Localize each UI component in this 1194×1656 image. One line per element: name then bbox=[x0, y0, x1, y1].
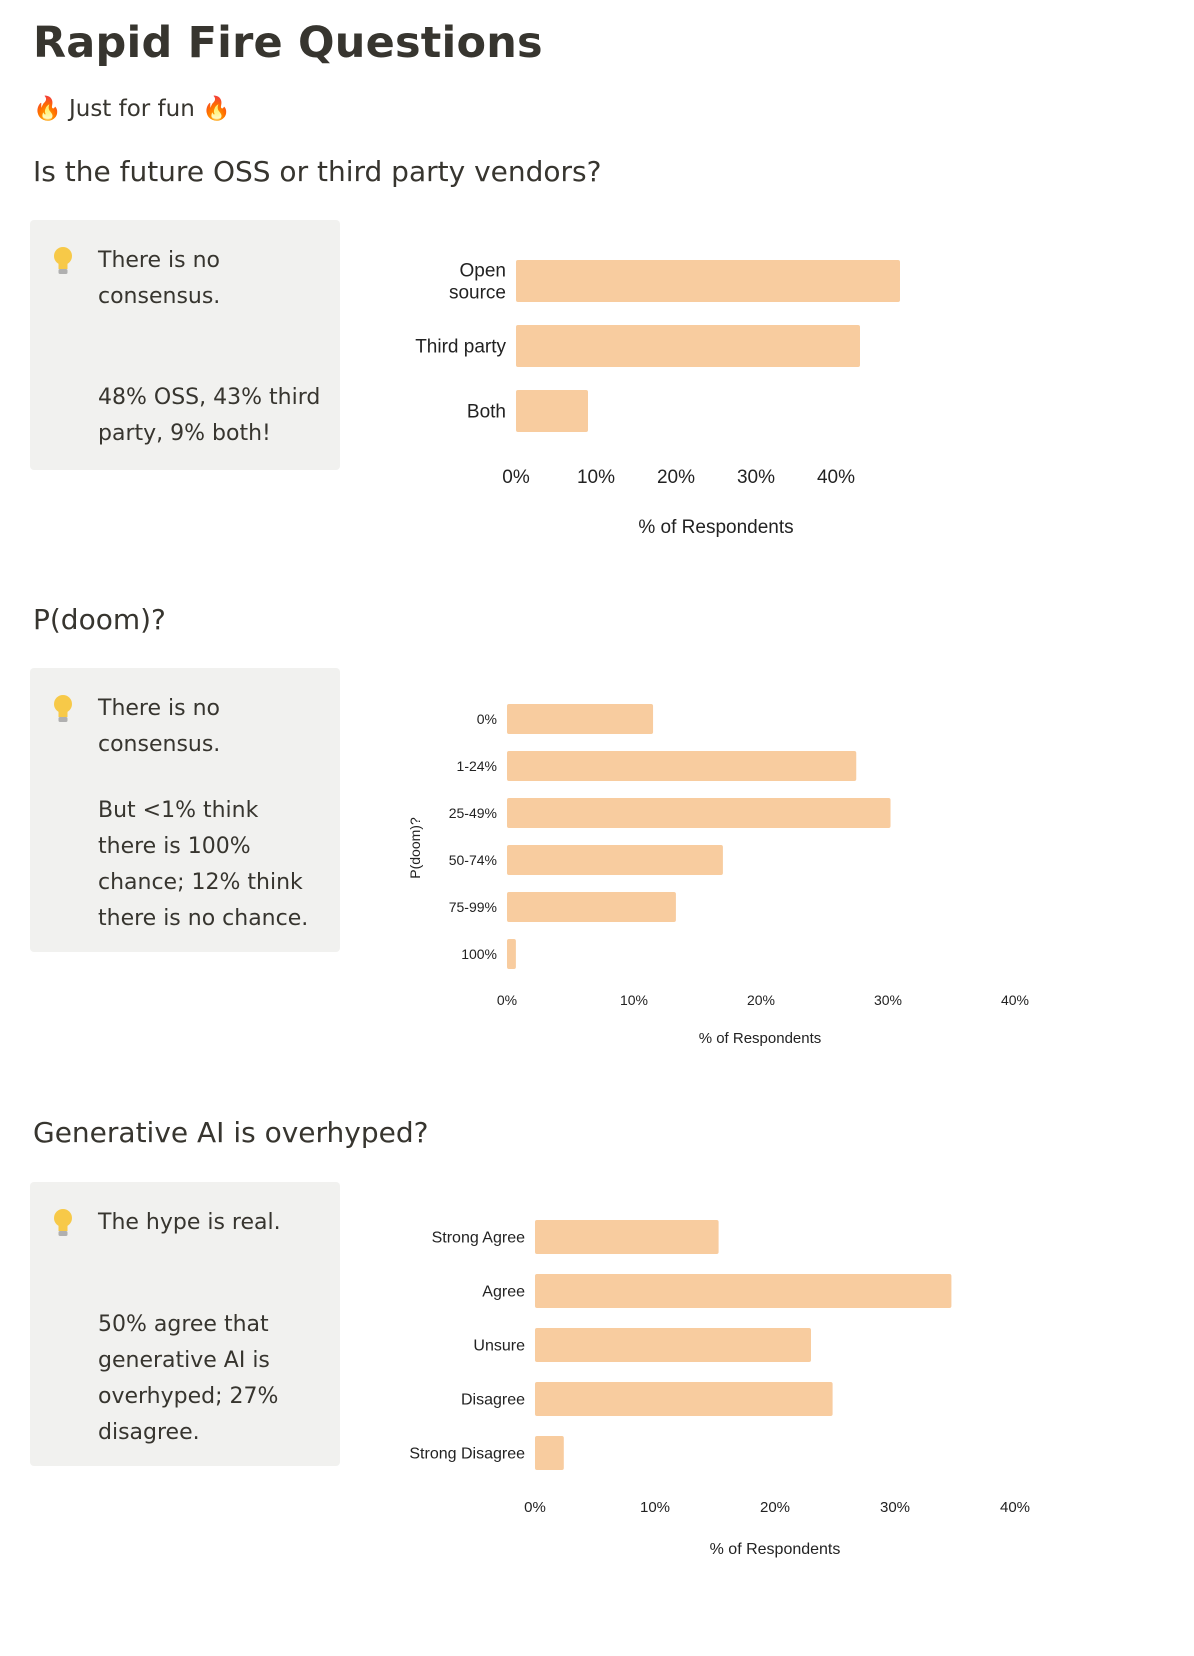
section-heading: Generative AI is overhyped? bbox=[33, 1116, 429, 1149]
callout-detail: 48% OSS, 43% third party, 9% both! bbox=[98, 385, 321, 446]
x-tick-label: 10% bbox=[640, 1499, 670, 1516]
section-heading: P(doom)? bbox=[33, 603, 166, 636]
section-heading: Is the future OSS or third party vendors… bbox=[33, 155, 602, 188]
page-title: Rapid Fire Questions bbox=[33, 18, 543, 68]
lightbulb-icon bbox=[54, 247, 72, 274]
x-tick-label: 20% bbox=[760, 1499, 790, 1516]
callout-lead: There is no consensus. bbox=[98, 248, 221, 309]
bar bbox=[507, 939, 516, 969]
category-label: Agree bbox=[482, 1284, 525, 1301]
category-label: 25-49% bbox=[449, 805, 497, 821]
callout-lead: There is no consensus. bbox=[98, 696, 221, 757]
lightbulb-icon bbox=[54, 695, 72, 722]
x-tick-label: 20% bbox=[657, 467, 695, 488]
x-tick-label: 40% bbox=[1000, 1499, 1030, 1516]
x-axis-label: % of Respondents bbox=[638, 517, 793, 538]
bar bbox=[535, 1382, 833, 1416]
x-tick-label: 40% bbox=[817, 467, 855, 488]
category-label: Open bbox=[460, 261, 506, 282]
x-tick-label: 10% bbox=[620, 992, 648, 1008]
bar bbox=[507, 798, 891, 828]
x-tick-label: 20% bbox=[747, 992, 775, 1008]
page-subtitle: 🔥 Just for fun 🔥 bbox=[33, 95, 231, 122]
subtitle-text: Just for fun bbox=[68, 96, 195, 122]
x-tick-label: 30% bbox=[880, 1499, 910, 1516]
x-tick-label: 0% bbox=[502, 467, 530, 488]
bar bbox=[535, 1274, 952, 1308]
category-label: 0% bbox=[477, 711, 497, 727]
bar bbox=[535, 1436, 564, 1470]
category-label: Strong Agree bbox=[432, 1230, 526, 1247]
callout: The hype is real. 50% agree that generat… bbox=[30, 1182, 340, 1466]
category-label: 75-99% bbox=[449, 899, 497, 915]
bar bbox=[507, 845, 723, 875]
callout: There is no consensus. 48% OSS, 43% thir… bbox=[30, 220, 340, 470]
category-label: Both bbox=[467, 402, 506, 423]
category-label: Disagree bbox=[461, 1392, 525, 1409]
x-tick-label: 10% bbox=[577, 467, 615, 488]
chart-pdoom: 0% 1-24% 25-49% 50-74% 75-99% 100% 0% 10% 20% 30%… bbox=[407, 704, 1029, 1047]
x-axis-label: % of Respondents bbox=[710, 1541, 841, 1558]
category-label: 100% bbox=[461, 946, 497, 962]
bar bbox=[507, 892, 676, 922]
bar bbox=[516, 260, 900, 302]
bar bbox=[516, 390, 588, 432]
bar bbox=[507, 704, 654, 734]
x-tick-label: 30% bbox=[874, 992, 902, 1008]
category-label: 1-24% bbox=[457, 758, 497, 774]
category-label: 50-74% bbox=[449, 852, 497, 868]
bar bbox=[535, 1328, 811, 1362]
category-label: Third party bbox=[415, 337, 506, 358]
x-axis-label: % of Respondents bbox=[699, 1030, 822, 1047]
bar bbox=[507, 751, 857, 781]
callout-detail: But <1% think there is 100% chance; 12% … bbox=[98, 798, 309, 931]
category-label: Strong Disagree bbox=[409, 1446, 525, 1463]
bar bbox=[516, 325, 860, 367]
x-tick-label: 30% bbox=[737, 467, 775, 488]
category-label: source bbox=[449, 283, 506, 304]
chart-genai-overhyped: Strong Agree Agree Unsure Disagree Strong Di… bbox=[409, 1220, 1030, 1558]
callout-detail: 50% agree that generative AI is overhype… bbox=[98, 1312, 279, 1445]
bar bbox=[535, 1220, 719, 1254]
fire-icon: 🔥 bbox=[33, 96, 62, 122]
lightbulb-icon bbox=[54, 1209, 72, 1236]
fire-icon: 🔥 bbox=[202, 96, 231, 122]
category-label: Unsure bbox=[473, 1338, 525, 1355]
x-tick-label: 0% bbox=[497, 992, 517, 1008]
callout-lead: The hype is real. bbox=[98, 1210, 281, 1235]
x-tick-label: 0% bbox=[524, 1499, 546, 1516]
y-axis-label: P(doom)? bbox=[407, 817, 423, 879]
callout: There is no consensus. But <1% think the… bbox=[30, 668, 340, 952]
x-tick-label: 40% bbox=[1001, 992, 1029, 1008]
